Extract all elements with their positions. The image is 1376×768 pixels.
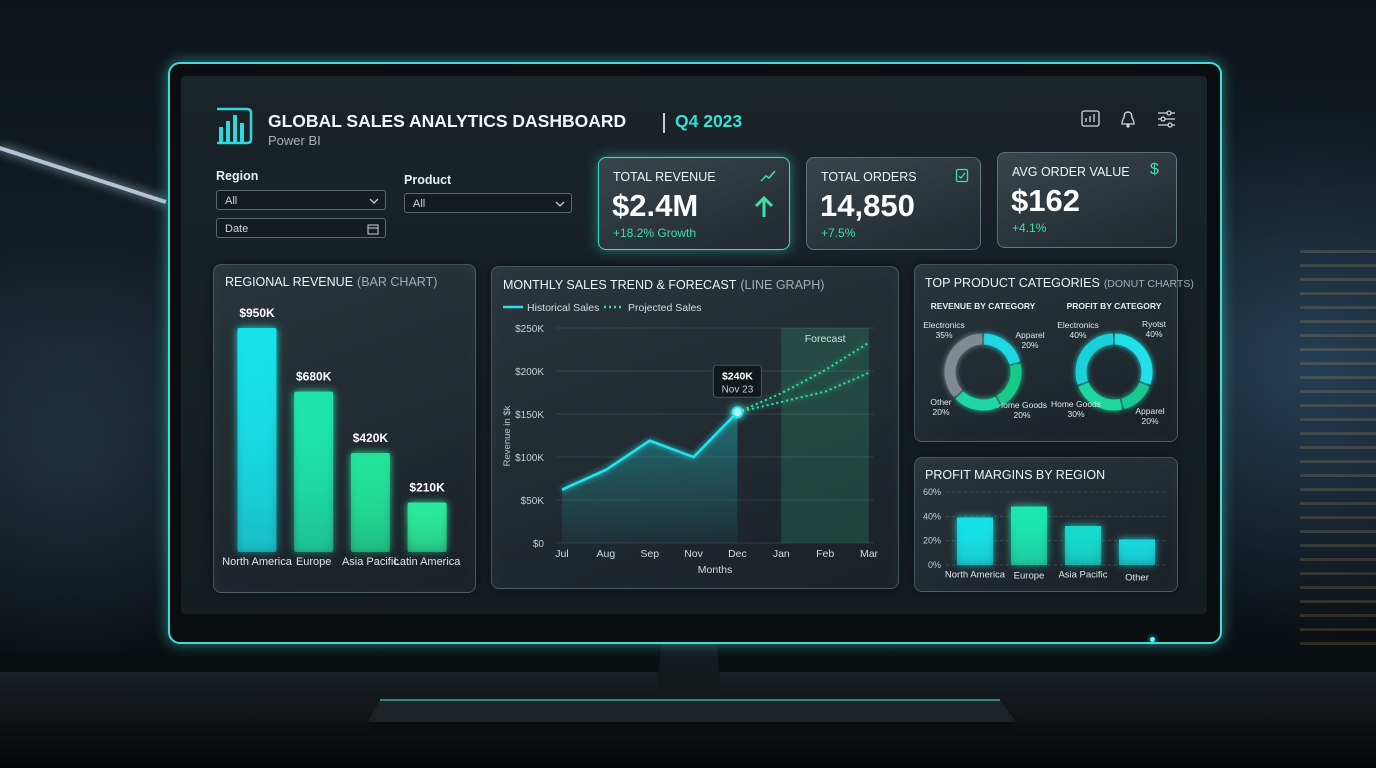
title-divider bbox=[663, 113, 665, 133]
report-icon[interactable] bbox=[1081, 110, 1100, 127]
chevron bbox=[369, 198, 379, 204]
panel-title: TOP PRODUCT CATEGORIES (DONUT CHARTS) bbox=[925, 276, 1194, 290]
kpi-value: 14,850 bbox=[820, 188, 915, 223]
panel-title: REGIONAL REVENUE (BAR CHART) bbox=[225, 275, 437, 289]
dashboard-period: Q4 2023 bbox=[675, 111, 743, 131]
logo-bar bbox=[219, 127, 223, 143]
kpi-change: +18.2% Growth bbox=[613, 226, 697, 240]
kpi-card: TOTAL ORDERS 14,850 +7.5% bbox=[806, 157, 981, 250]
trend-icon bbox=[760, 170, 776, 182]
title-subtitle: (DONUT CHARTS) bbox=[1103, 278, 1194, 290]
kpi-card: AVG ORDER VALUE $162 +4.1% $ bbox=[997, 152, 1177, 248]
title-subtitle: (BAR CHART) bbox=[357, 275, 438, 289]
logo-frame bbox=[217, 107, 253, 145]
x-category-label: Asia Pacific bbox=[341, 556, 399, 568]
date-placeholder: Date bbox=[225, 223, 249, 235]
x-category-label: North America bbox=[222, 556, 292, 568]
filter-label: Product bbox=[404, 173, 452, 187]
title-text: MONTHLY SALES TREND & FORECAST bbox=[503, 278, 737, 292]
logo bbox=[217, 107, 253, 145]
up-arrow bbox=[754, 195, 774, 217]
panel-title: PROFIT MARGINS BY REGION bbox=[925, 468, 1105, 482]
kpi-change: +4.1% bbox=[1012, 221, 1047, 235]
calendar-icon bbox=[367, 224, 379, 235]
select-value: All bbox=[225, 195, 238, 207]
office-glow bbox=[0, 150, 170, 650]
title-subtitle: (LINE GRAPH) bbox=[740, 278, 825, 292]
kpi-value: $162 bbox=[1011, 183, 1080, 218]
logo-bar bbox=[240, 123, 244, 143]
kpi-change: +7.5% bbox=[821, 226, 856, 240]
stand-base bbox=[368, 700, 1016, 722]
margins-panel: PROFIT MARGINS BY REGION bbox=[914, 457, 1178, 592]
product-select[interactable]: All bbox=[404, 193, 572, 213]
logo-bar bbox=[226, 121, 230, 143]
chevron bbox=[555, 201, 565, 207]
select-value: All bbox=[413, 198, 426, 210]
window-glow bbox=[1220, 0, 1376, 672]
settings-icon[interactable] bbox=[1158, 110, 1175, 128]
kpi-title: TOTAL REVENUE bbox=[613, 170, 716, 184]
panel-title: MONTHLY SALES TREND & FORECAST (LINE GRAP… bbox=[503, 278, 824, 292]
kpi-title: TOTAL ORDERS bbox=[821, 170, 917, 184]
logo-bar bbox=[233, 115, 237, 143]
region-select[interactable]: All bbox=[216, 190, 386, 210]
stand-neck bbox=[656, 636, 722, 700]
filter-label: Region bbox=[216, 169, 259, 183]
kpi-value: $2.4M bbox=[612, 188, 699, 223]
header-icons bbox=[1081, 110, 1175, 128]
title-text: PROFIT MARGINS BY REGION bbox=[925, 468, 1106, 482]
trend-panel: MONTHLY SALES TREND & FORECAST (LINE GRAP… bbox=[491, 266, 899, 589]
dashboard-subtitle: Power BI bbox=[268, 133, 321, 148]
dashboard-title: GLOBAL SALES ANALYTICS DASHBOARD bbox=[268, 111, 627, 131]
x-category-label: Europe bbox=[295, 556, 332, 568]
city-lights bbox=[1300, 250, 1376, 650]
categories-panel: TOP PRODUCT CATEGORIES (DONUT CHARTS) bbox=[914, 264, 1194, 442]
x-category-label: Latin America bbox=[393, 556, 461, 568]
stand-edge bbox=[368, 722, 1016, 730]
kpi-card: TOTAL REVENUE $2.4M +18.2% Growth bbox=[598, 157, 790, 250]
kpi-title: AVG ORDER VALUE bbox=[1012, 165, 1130, 179]
title-text: TOP PRODUCT CATEGORIES bbox=[925, 276, 1100, 290]
date-picker[interactable]: Date bbox=[216, 218, 386, 238]
power-led bbox=[1150, 637, 1155, 642]
title-text: REGIONAL REVENUE bbox=[225, 275, 354, 289]
clipboard-icon bbox=[955, 168, 969, 183]
regional-panel: REGIONAL REVENUE (BAR CHART) bbox=[213, 264, 476, 593]
kpi-icon: $ bbox=[1150, 161, 1159, 178]
notification-icon[interactable] bbox=[1121, 111, 1135, 128]
